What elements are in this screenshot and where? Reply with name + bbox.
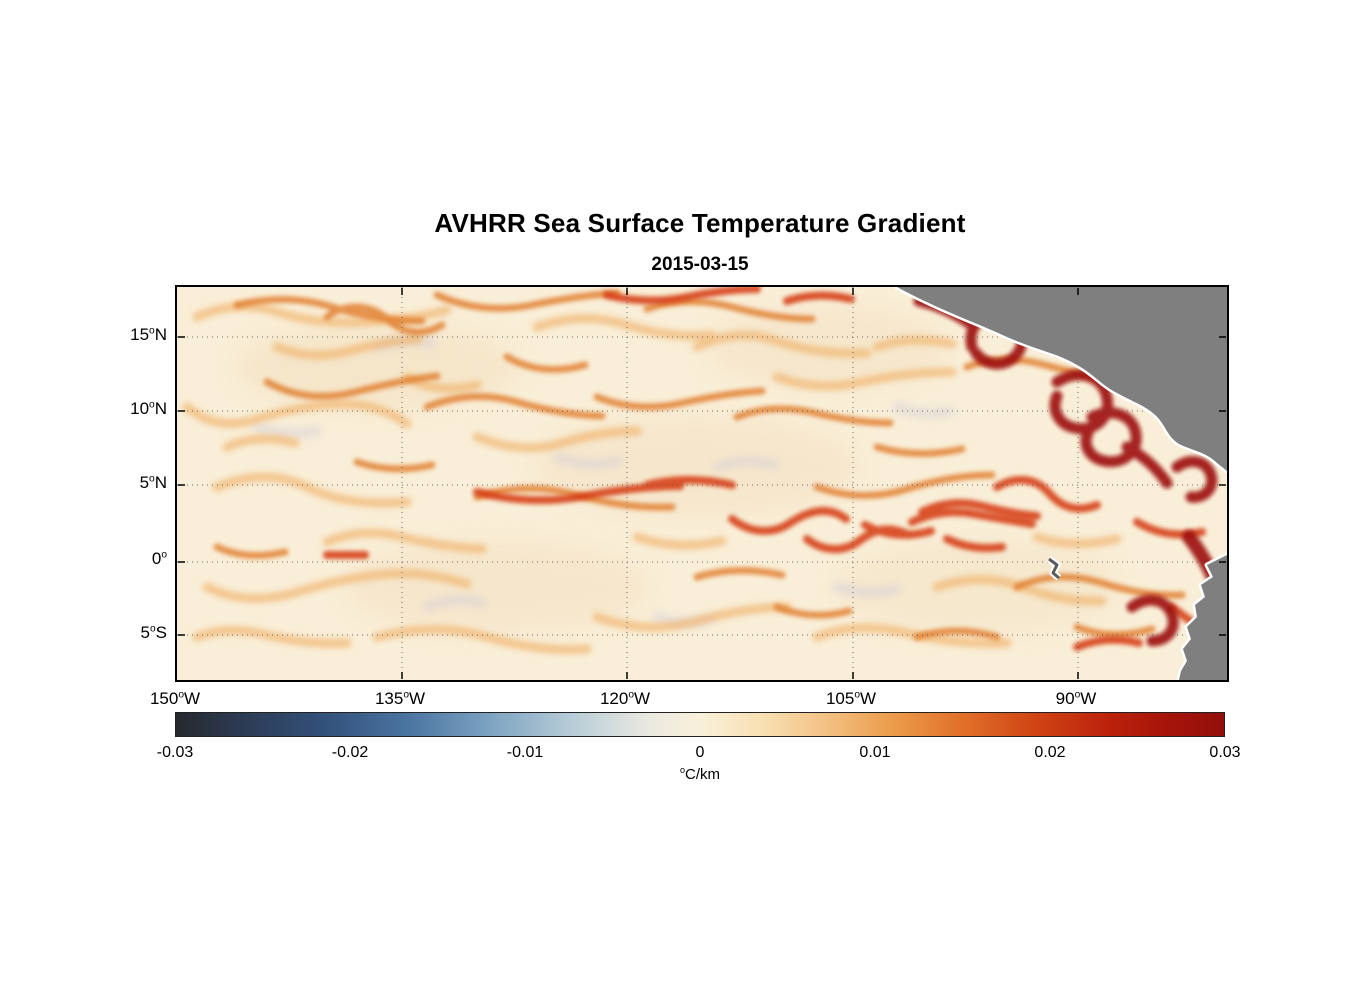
colorbar-tick-neg003: -0.03 [156, 744, 194, 761]
y-tick-5n: 5oN [139, 473, 167, 492]
filaments-red [323, 287, 1226, 651]
colorbar-tick-002: 0.02 [1034, 744, 1066, 761]
x-tick-120w: 120oW [599, 689, 651, 708]
y-tick-10n: 10oN [130, 399, 167, 418]
land-mask [894, 287, 1227, 680]
colorbar-tick-001: 0.01 [859, 744, 891, 761]
y-tick-15n: 15oN [130, 325, 167, 344]
colorbar-tick-neg002: -0.02 [331, 744, 369, 761]
sst-gradient-map-plot [175, 285, 1229, 682]
colorbar-gradient [175, 712, 1225, 737]
sst-gradient-map [177, 287, 1227, 680]
y-tick-0: 0o [151, 549, 167, 568]
figure-date-subtitle: 2015-03-15 [651, 254, 749, 275]
x-tick-90w: 90oW [1055, 689, 1097, 708]
axis-tick-marks [178, 288, 1226, 679]
colorbar-tick-neg001: -0.01 [506, 744, 544, 761]
x-tick-150w: 150oW [149, 689, 201, 708]
colorbar-unit-label: oC/km [679, 765, 720, 784]
figure-title: AVHRR Sea Surface Temperature Gradient [434, 208, 966, 238]
colorbar-tick-zero: 0 [695, 744, 705, 761]
x-tick-135w: 135oW [374, 689, 426, 708]
graticule-grid [177, 287, 1227, 680]
land-south-america [1176, 552, 1227, 680]
y-tick-5s: 5oS [140, 623, 167, 642]
galapagos-islands [1046, 556, 1062, 581]
filaments-mid [213, 289, 1186, 641]
x-tick-105w: 105oW [825, 689, 877, 708]
land-central-america [894, 287, 1227, 474]
colorbar-tick-003: 0.03 [1209, 744, 1241, 761]
filaments-light [182, 302, 1122, 654]
